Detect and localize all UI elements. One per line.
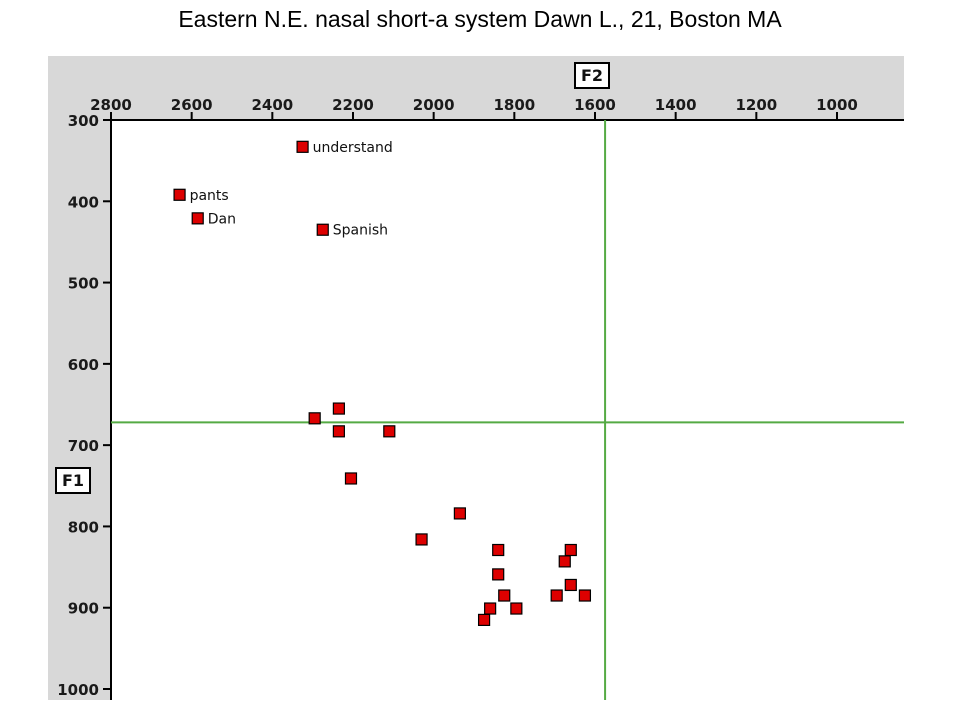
x-tick-label: 2000 — [413, 96, 455, 114]
y-tick-label: 300 — [68, 112, 99, 130]
data-point — [332, 425, 345, 438]
data-point — [564, 578, 577, 592]
point-label: Dan — [208, 211, 236, 227]
data-point — [316, 223, 329, 236]
data-point — [578, 589, 592, 602]
data-point — [296, 140, 309, 153]
slide-title: Eastern N.E. nasal short-a system Dawn L… — [178, 6, 782, 32]
x-tick-label: 1600 — [574, 96, 616, 114]
y-tick-label: 900 — [68, 600, 99, 618]
x-tick-label: 2400 — [251, 96, 293, 114]
data-point — [191, 212, 204, 225]
x-tick-label: 2800 — [90, 96, 132, 114]
reference-lines — [111, 120, 904, 700]
data-point — [492, 543, 505, 557]
point-label: Spanish — [333, 223, 388, 239]
data-point — [453, 507, 466, 520]
y-axis-name: F1 — [62, 471, 84, 490]
data-point — [344, 472, 358, 485]
y-tick-label: 600 — [68, 356, 99, 374]
x-tick-label: 1400 — [655, 96, 697, 114]
data-point — [332, 402, 345, 415]
data-point — [492, 568, 505, 581]
y-axis-name-box: F1 — [55, 467, 91, 494]
x-tick-label: 2600 — [171, 96, 213, 114]
x-axis-name-box: F2 — [574, 62, 610, 89]
y-tick-label: 500 — [68, 275, 99, 293]
x-tick-label: 1000 — [816, 96, 858, 114]
data-point — [308, 412, 321, 425]
data-point — [558, 555, 571, 568]
data-point — [564, 543, 577, 557]
point-label: understand — [313, 140, 393, 156]
y-tick-label: 700 — [68, 437, 99, 455]
data-point — [550, 589, 563, 602]
data-points: understand pants Dan Spanish — [173, 140, 592, 627]
point-label: pants — [190, 188, 229, 204]
y-tick-label: 400 — [68, 193, 99, 211]
x-tick-label: 1800 — [493, 96, 535, 114]
data-point — [498, 589, 511, 602]
y-tick-label: 800 — [68, 518, 99, 536]
data-point — [484, 602, 497, 615]
data-point — [383, 425, 396, 438]
plot-area — [111, 120, 904, 700]
data-point — [415, 533, 428, 546]
data-point — [477, 613, 491, 627]
x-axis-name: F2 — [581, 66, 603, 85]
x-tick-label: 2200 — [332, 96, 374, 114]
x-tick-label: 1200 — [735, 96, 777, 114]
data-point — [510, 602, 523, 615]
y-tick-label: 1000 — [57, 681, 99, 699]
ticks-layer: 2800 2600 2400 2200 2000 1800 1600 1400 1200 1000… — [57, 96, 858, 699]
data-point — [173, 188, 186, 201]
